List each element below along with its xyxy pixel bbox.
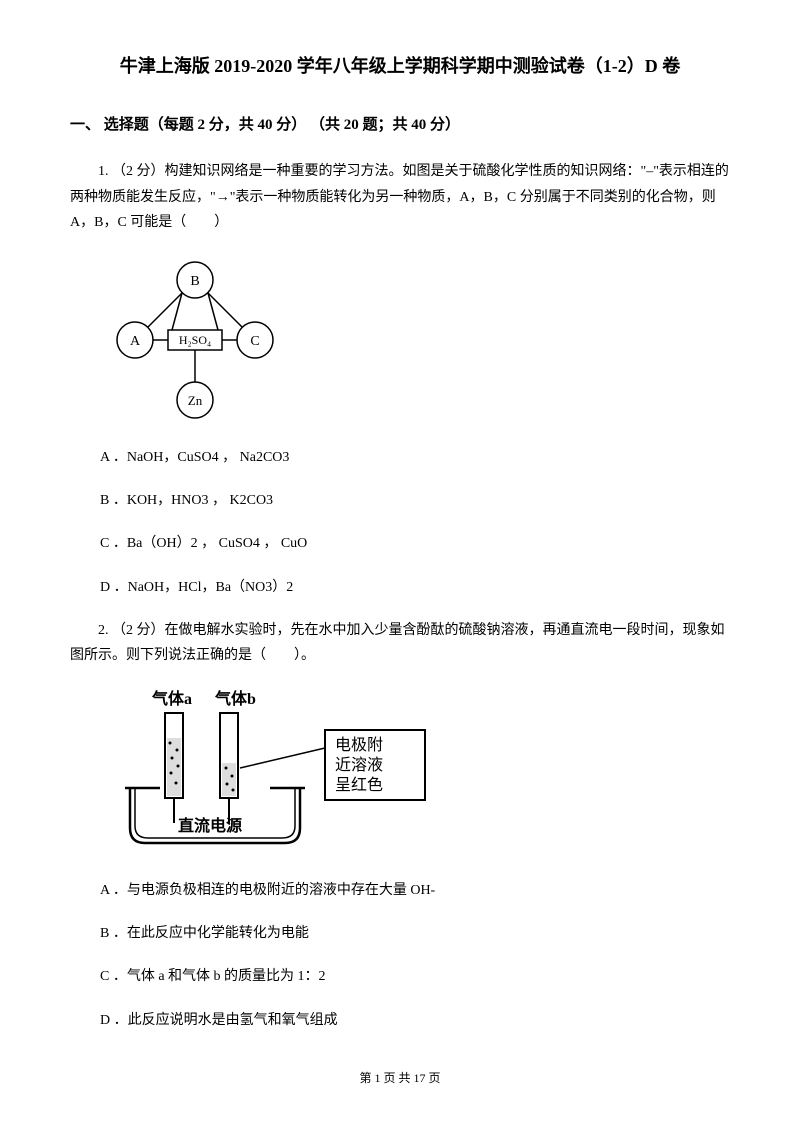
question-2-text: 2. （2 分）在做电解水实验时，先在水中加入少量含酚酞的硫酸钠溶液，再通直流电… [70,618,730,668]
q2-option-c: C ．气体 a 和气体 b 的质量比为 1：2 [100,964,730,989]
q1-option-a: A ．NaOH，CuSO4 ， Na2CO3 [100,445,730,470]
section-heading: 一、 选择题（每题 2 分，共 40 分） （共 20 题；共 40 分） [70,112,730,139]
annotation-line2: 近溶液 [335,756,383,774]
q2-option-d: D ．此反应说明水是由氢气和氧气组成 [100,1008,730,1033]
question-1-text: 1. （2 分）构建知识网络是一种重要的学习方法。如图是关于硫酸化学性质的知识网… [70,159,730,235]
node-zn-label: Zn [188,393,203,408]
q1-option-c: C ．Ba（OH）2 ， CuSO4 ， CuO [100,531,730,556]
page-title: 牛津上海版 2019-2020 学年八年级上学期科学期中测验试卷（1-2）D 卷 [70,50,730,82]
q1-option-d: D ．NaOH，HCl，Ba（NO3）2 [100,575,730,600]
q2-option-a: A ．与电源负极相连的电极附近的溶液中存在大量 OH- [100,878,730,903]
node-b-label: B [190,274,199,289]
node-c-label: C [250,334,259,349]
page-footer: 第 1 页 共 17 页 [70,1068,730,1090]
gas-b-label: 气体b [214,689,256,708]
question-2-diagram: 气体a 气体b 直流电源 电极附 近溶液 呈红色 [110,688,730,858]
q1-option-b: B ．KOH，HNO3 ， K2CO3 [100,488,730,513]
node-a-label: A [130,334,141,349]
question-1-diagram: B A C Zn H₂SO₄ [110,255,730,425]
power-label: 直流电源 [178,816,242,835]
q2-option-b: B ．在此反应中化学能转化为电能 [100,921,730,946]
node-center-label: H₂SO₄ [179,333,211,347]
annotation-line1: 电极附 [335,736,383,754]
annotation-line3: 呈红色 [335,776,383,794]
gas-a-label: 气体a [151,689,192,708]
